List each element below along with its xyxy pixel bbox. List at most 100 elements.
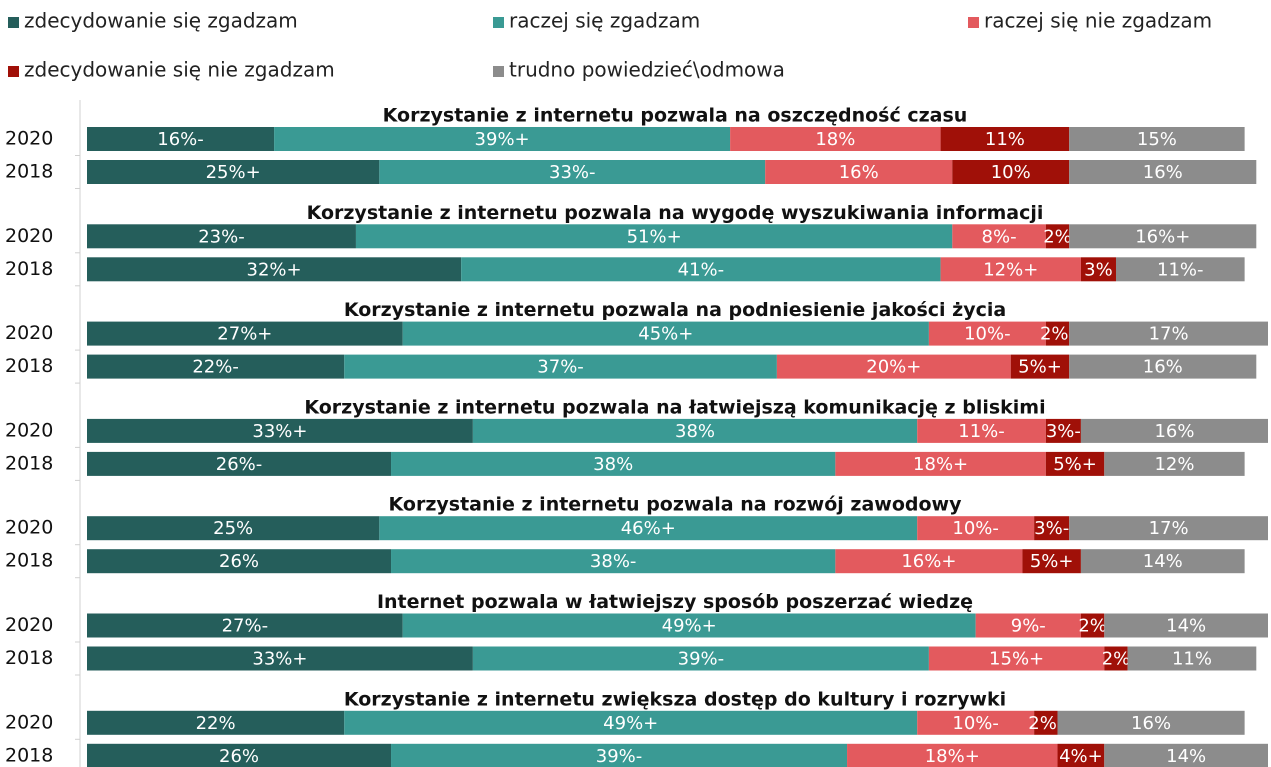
- bar-segment: [928, 321, 1046, 346]
- row-label: 2018: [5, 258, 53, 280]
- value-label: 3%: [1084, 259, 1113, 280]
- value-label: 12%: [1154, 454, 1194, 475]
- bar-segment: [391, 451, 836, 476]
- bar-segment: [87, 516, 380, 541]
- value-label: 37%-: [537, 357, 584, 378]
- bar-segment: [1069, 516, 1268, 541]
- bar-segment: [847, 743, 1058, 767]
- bar-segment: [835, 451, 1046, 476]
- value-label: 15%+: [989, 649, 1044, 670]
- bar-segment: [87, 418, 473, 443]
- bar-segment: [940, 127, 1070, 151]
- value-label: 14%: [1166, 616, 1206, 637]
- legend-label: raczej się nie zgadzam: [984, 9, 1212, 33]
- value-label: 39%+: [475, 129, 530, 150]
- row-label: 2020: [5, 711, 53, 733]
- bar-segment: [917, 710, 1035, 735]
- value-label: 46%+: [621, 518, 676, 539]
- bar-segment: [940, 257, 1081, 282]
- legend-label: zdecydowanie się zgadzam: [24, 9, 298, 33]
- legend-swatch: [968, 17, 979, 28]
- value-label: 2%-: [1028, 713, 1063, 734]
- bar-segment: [1034, 710, 1058, 735]
- bar-segment: [765, 160, 953, 184]
- value-label: 17%: [1149, 324, 1189, 345]
- bar-segment: [391, 743, 848, 767]
- bar-segment: [1045, 224, 1070, 249]
- legend-label: raczej się zgadzam: [509, 9, 700, 33]
- value-label: 25%: [213, 518, 253, 539]
- value-label: 41%-: [678, 259, 725, 280]
- bar-segment: [87, 160, 380, 184]
- bar-segment: [1104, 743, 1268, 767]
- value-label: 11%: [985, 129, 1025, 150]
- bar-segment: [1022, 549, 1081, 574]
- value-label: 39%-: [596, 746, 643, 767]
- row-label: 2018: [5, 550, 53, 572]
- value-label: 22%-: [192, 357, 239, 378]
- value-label: 49%+: [603, 713, 658, 734]
- value-label: 16%+: [901, 551, 956, 572]
- bar-segment: [1045, 321, 1070, 346]
- value-label: 9%-: [1011, 616, 1046, 637]
- group-title: Korzystanie z internetu zwiększa dostęp …: [344, 688, 1006, 710]
- bar-segment: [1069, 160, 1257, 184]
- bar-segment: [461, 257, 941, 282]
- value-label: 2%-: [1040, 324, 1075, 345]
- bar-segment: [1045, 418, 1081, 443]
- value-label: 4%+: [1059, 746, 1103, 767]
- bar-segment: [402, 321, 929, 346]
- value-label: 11%-: [958, 421, 1005, 442]
- bar-segment: [1104, 451, 1245, 476]
- value-label: 27%+: [217, 324, 272, 345]
- value-label: 51%+: [627, 226, 682, 247]
- bar-segment: [379, 160, 766, 184]
- bar-segment: [1034, 516, 1070, 541]
- bar-segment: [379, 516, 918, 541]
- legend-label: zdecydowanie się nie zgadzam: [24, 58, 335, 82]
- group-title: Korzystanie z internetu pozwala na łatwi…: [304, 396, 1045, 418]
- value-label: 16%+: [1135, 226, 1190, 247]
- value-label: 38%-: [590, 551, 637, 572]
- bar-segment: [1104, 613, 1268, 638]
- value-label: 18%: [815, 129, 855, 150]
- bar-segment: [87, 710, 345, 735]
- bar-segment: [1080, 549, 1245, 574]
- value-label: 11%-: [1157, 259, 1204, 280]
- row-label: 2020: [5, 614, 53, 636]
- value-label: 39%-: [678, 649, 725, 670]
- bar-segment: [472, 418, 918, 443]
- bar-segment: [1115, 257, 1245, 282]
- row-label: 2018: [5, 161, 53, 183]
- bar-segment: [355, 224, 953, 249]
- value-label: 2%: [1078, 616, 1107, 637]
- value-label: 10%-: [952, 713, 999, 734]
- bar-segment: [274, 127, 731, 151]
- value-label: 23%-: [198, 226, 245, 247]
- value-label: 5%+: [1018, 357, 1062, 378]
- row-label: 2020: [5, 322, 53, 344]
- bar-segment: [1057, 743, 1105, 767]
- value-label: 26%: [219, 746, 259, 767]
- value-label: 10%-: [952, 518, 999, 539]
- bar-segment: [835, 549, 1023, 574]
- bar-segment: [87, 354, 345, 379]
- value-label: 10%: [991, 162, 1031, 183]
- bar-segment: [87, 224, 356, 249]
- row-label: 2018: [5, 452, 53, 474]
- bar-segment: [87, 451, 392, 476]
- value-label: 8%-: [982, 226, 1017, 247]
- bar-segment: [1010, 354, 1070, 379]
- legend-swatch: [493, 17, 504, 28]
- bar-segment: [917, 516, 1035, 541]
- bar-segment: [975, 613, 1081, 638]
- row-label: 2018: [5, 355, 53, 377]
- value-label: 18%+: [913, 454, 968, 475]
- row-label: 2020: [5, 517, 53, 539]
- value-label: 3%-: [1034, 518, 1069, 539]
- row-label: 2018: [5, 744, 53, 766]
- bar-segment: [776, 354, 1011, 379]
- value-label: 25%+: [206, 162, 261, 183]
- bar-segment: [344, 710, 918, 735]
